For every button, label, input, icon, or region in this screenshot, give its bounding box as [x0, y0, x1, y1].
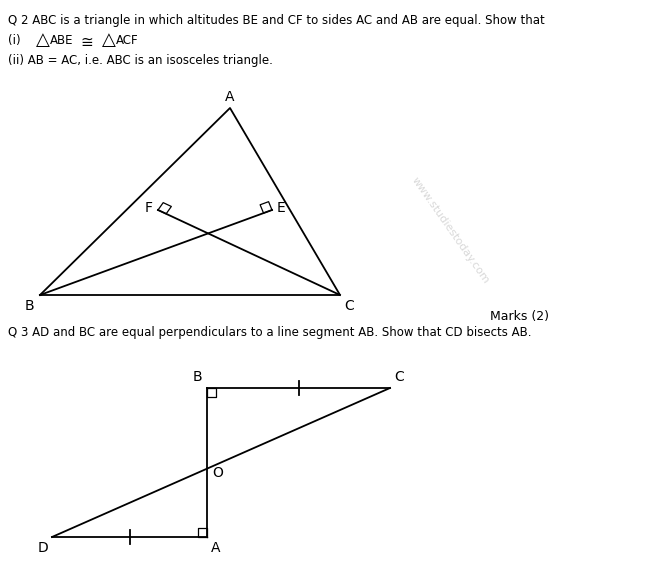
Text: $\triangle$: $\triangle$: [98, 31, 117, 49]
Text: (i): (i): [8, 34, 21, 47]
Text: O: O: [212, 466, 223, 480]
Text: $\cong$: $\cong$: [78, 34, 94, 49]
Text: Marks (2): Marks (2): [490, 310, 549, 323]
Text: B: B: [25, 299, 34, 313]
Text: A: A: [225, 90, 234, 104]
Text: ACF: ACF: [116, 34, 139, 47]
Text: ABE: ABE: [50, 34, 73, 47]
Text: A: A: [211, 541, 220, 555]
Text: www.studiestoday.com: www.studiestoday.com: [410, 175, 491, 285]
Text: (ii) AB = AC, i.e. ABC is an isosceles triangle.: (ii) AB = AC, i.e. ABC is an isosceles t…: [8, 54, 273, 67]
Text: E: E: [277, 201, 286, 215]
Text: Q 3 AD and BC are equal perpendiculars to a line segment AB. Show that CD bisect: Q 3 AD and BC are equal perpendiculars t…: [8, 326, 531, 339]
Text: Q 2 ABC is a triangle in which altitudes BE and CF to sides AC and AB are equal.: Q 2 ABC is a triangle in which altitudes…: [8, 14, 545, 27]
Text: D: D: [37, 541, 48, 555]
Text: $\triangle$: $\triangle$: [32, 31, 51, 49]
Text: C: C: [394, 370, 404, 384]
Text: F: F: [145, 201, 153, 215]
Text: B: B: [192, 370, 202, 384]
Text: C: C: [344, 299, 354, 313]
